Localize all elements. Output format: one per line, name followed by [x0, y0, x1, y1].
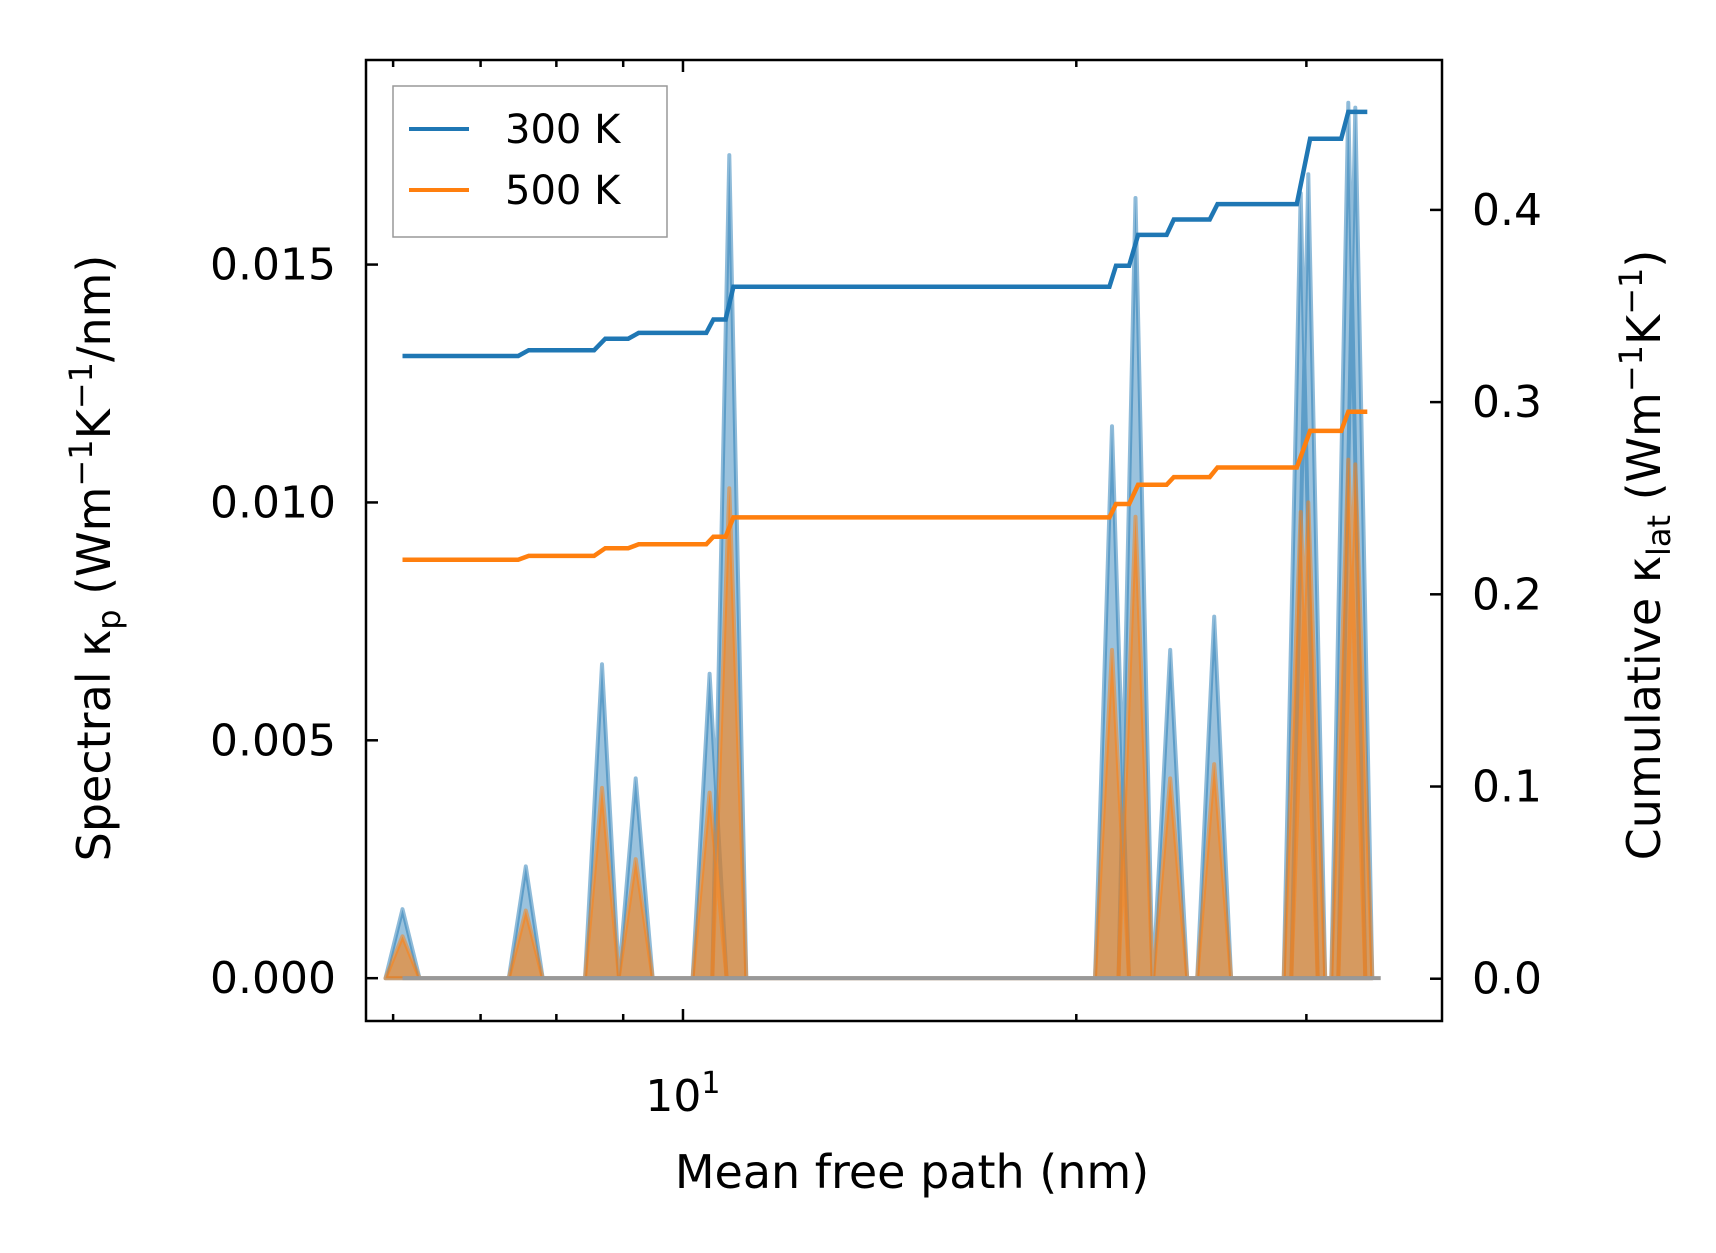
legend-label-500k: 500 K: [505, 168, 622, 214]
cumulative-line-500k: [402, 409, 1368, 562]
tick-labels: 0.000 0.005 0.010 0.015 0.0 0.1 0.2 0.3 0.4 101: [210, 185, 1542, 1122]
spectral-peak: [1135, 198, 1136, 199]
legend-box: [392, 85, 668, 238]
y-left-tick-label: 0.005: [210, 715, 336, 766]
spectral-peak: [635, 778, 636, 779]
spectral-peak: [525, 910, 526, 911]
y-left-unit-close: /nm): [67, 255, 121, 362]
spectral-peak: [1135, 516, 1136, 517]
spectral-peak: [402, 936, 403, 937]
y-left-exp2: −1: [62, 362, 100, 409]
x-tick-label-base: 10: [645, 1071, 701, 1122]
y-right-exp1: −1: [1612, 345, 1650, 392]
y-left-tick-label: 0.010: [210, 477, 336, 528]
spectral-peak: [525, 866, 526, 867]
plot-frame: [364, 58, 1444, 1023]
y-right-tick-label: 0.4: [1472, 185, 1542, 236]
spectral-peak: [402, 909, 403, 910]
spectral-peak: [1308, 502, 1309, 503]
y-right-mid: K: [1617, 313, 1671, 345]
spectral-peak: [709, 673, 710, 674]
spectral-peak: [1348, 102, 1349, 103]
x-axis-label: Mean free path (nm): [675, 1145, 1149, 1199]
y-left-exp1: −1: [62, 439, 100, 486]
spectral-layer: [383, 100, 1381, 981]
spectral-peak: [635, 859, 636, 860]
spectral-peak: [1214, 616, 1215, 617]
spectral-fill: [385, 459, 1373, 979]
spectral-peak: [1355, 107, 1356, 108]
spectral-peak: [729, 488, 730, 489]
x-tick-label: 101: [645, 1066, 720, 1122]
y-right-sub: lat: [1640, 515, 1678, 556]
y-right-tick-label: 0.2: [1472, 569, 1542, 620]
spectral-peak: [1214, 764, 1215, 765]
y-left-sub: p: [90, 609, 128, 629]
spectral-peak: [602, 664, 603, 665]
y-left-tick-label: 0.000: [210, 953, 336, 1004]
spectral-peak: [1170, 649, 1171, 650]
y-left-tick-label: 0.015: [210, 240, 336, 291]
cumulative-layer: [402, 109, 1368, 562]
spectral-peak: [729, 155, 730, 156]
y-right-tick-label: 0.1: [1472, 762, 1542, 813]
y-right-exp2: −1: [1612, 268, 1650, 315]
y-left-main: Spectral κ: [67, 630, 121, 862]
spectral-peak: [1308, 174, 1309, 175]
y-right-tick-label: 0.3: [1472, 377, 1542, 428]
spectral-peak: [1170, 778, 1171, 779]
y-right-unit-open: (Wm: [1617, 392, 1671, 515]
y-left-unit-open: (Wm: [67, 487, 121, 610]
spectral-peak: [1112, 649, 1113, 650]
spectral-peak: [1355, 464, 1356, 465]
cumulative-line-300k: [402, 109, 1368, 359]
spectral-peak: [1112, 426, 1113, 427]
spectral-peak: [709, 792, 710, 793]
y-axis-label-left: Spectral κp (Wm−1K−1/nm): [62, 255, 128, 862]
spectral-peak: [602, 787, 603, 788]
legend: 300 K 500 K: [392, 85, 668, 238]
y-right-tick-label: 0.0: [1472, 954, 1542, 1005]
y-right-main: Cumulative κ: [1617, 556, 1671, 860]
x-tick-label-exp: 1: [701, 1066, 720, 1101]
spectral-peak: [1348, 459, 1349, 460]
y-right-unit-close: ): [1617, 250, 1671, 268]
y-axis-label-right: Cumulative κlat (Wm−1K−1): [1612, 250, 1678, 861]
legend-label-300k: 300 K: [505, 107, 622, 153]
plot-area: [383, 100, 1381, 981]
y-left-mid: K: [67, 407, 121, 439]
spectral-peak: [1300, 512, 1301, 513]
